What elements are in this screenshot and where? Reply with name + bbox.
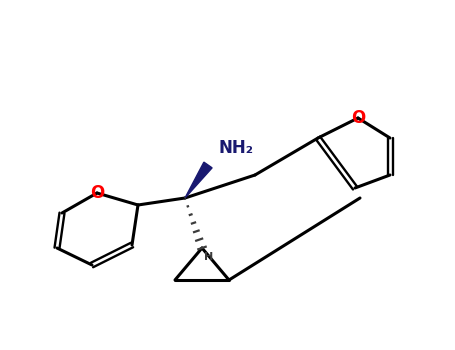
Polygon shape: [185, 162, 212, 198]
Text: NH₂: NH₂: [218, 139, 253, 157]
Text: O: O: [351, 109, 365, 127]
Text: O: O: [90, 184, 104, 202]
Text: H: H: [204, 252, 213, 262]
